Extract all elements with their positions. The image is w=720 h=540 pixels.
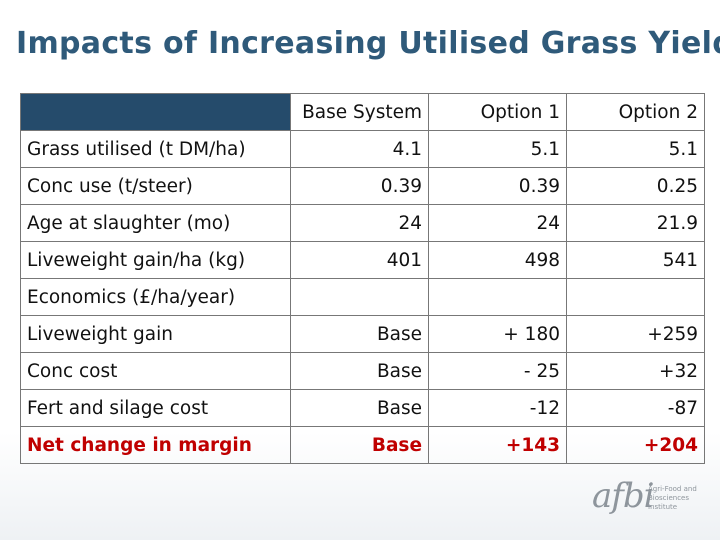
cell-value: 24 [428, 204, 567, 242]
row-label: Net change in margin [20, 426, 291, 464]
row-label: Liveweight gain/ha (kg) [20, 241, 291, 279]
table-row: Liveweight gain Base + 180 +259 [20, 315, 705, 353]
row-label: Age at slaughter (mo) [20, 204, 291, 242]
column-header-option-1: Option 1 [428, 93, 567, 131]
cell-value: 5.1 [566, 130, 705, 168]
cell-value: 401 [290, 241, 429, 279]
cell-value: - 25 [428, 352, 567, 390]
cell-value [290, 278, 429, 316]
logo-subtitle: Agri-Food and Biosciences Institute [648, 485, 697, 511]
afbi-logo: afbi Agri-Food and Biosciences Institute [592, 476, 712, 524]
header-row: Base System Option 1 Option 2 [20, 93, 705, 131]
cell-value: 0.25 [566, 167, 705, 205]
row-label: Conc use (t/steer) [20, 167, 291, 205]
slide-title: Impacts of Increasing Utilised Grass Yie… [16, 26, 720, 61]
row-label: Grass utilised (t DM/ha) [20, 130, 291, 168]
cell-value: 541 [566, 241, 705, 279]
table-row: Conc use (t/steer) 0.39 0.39 0.25 [20, 167, 705, 205]
table-row: Conc cost Base - 25 +32 [20, 352, 705, 390]
cell-value: 21.9 [566, 204, 705, 242]
net-change-row: Net change in margin Base +143 +204 [20, 426, 705, 464]
cell-value [566, 278, 705, 316]
column-header-base-system: Base System [290, 93, 429, 131]
header-corner [20, 93, 291, 131]
section-label: Economics (£/ha/year) [20, 278, 291, 316]
section-row-economics: Economics (£/ha/year) [20, 278, 705, 316]
cell-value: 5.1 [428, 130, 567, 168]
cell-value: 0.39 [428, 167, 567, 205]
data-table: Base System Option 1 Option 2 Grass util… [20, 93, 705, 464]
table-row: Grass utilised (t DM/ha) 4.1 5.1 5.1 [20, 130, 705, 168]
cell-value: Base [290, 315, 429, 353]
cell-value: 4.1 [290, 130, 429, 168]
cell-value: 24 [290, 204, 429, 242]
cell-value: Base [290, 389, 429, 427]
cell-value: +143 [428, 426, 567, 464]
cell-value: +204 [566, 426, 705, 464]
row-label: Fert and silage cost [20, 389, 291, 427]
table-row: Age at slaughter (mo) 24 24 21.9 [20, 204, 705, 242]
cell-value: Base [290, 352, 429, 390]
cell-value: +32 [566, 352, 705, 390]
row-label: Conc cost [20, 352, 291, 390]
table-row: Fert and silage cost Base -12 -87 [20, 389, 705, 427]
cell-value: + 180 [428, 315, 567, 353]
column-header-option-2: Option 2 [566, 93, 705, 131]
table-row: Liveweight gain/ha (kg) 401 498 541 [20, 241, 705, 279]
cell-value: -87 [566, 389, 705, 427]
cell-value: 0.39 [290, 167, 429, 205]
logo-wordmark: afbi [592, 476, 654, 516]
row-label: Liveweight gain [20, 315, 291, 353]
cell-value: +259 [566, 315, 705, 353]
cell-value: -12 [428, 389, 567, 427]
cell-value [428, 278, 567, 316]
cell-value: Base [290, 426, 429, 464]
cell-value: 498 [428, 241, 567, 279]
